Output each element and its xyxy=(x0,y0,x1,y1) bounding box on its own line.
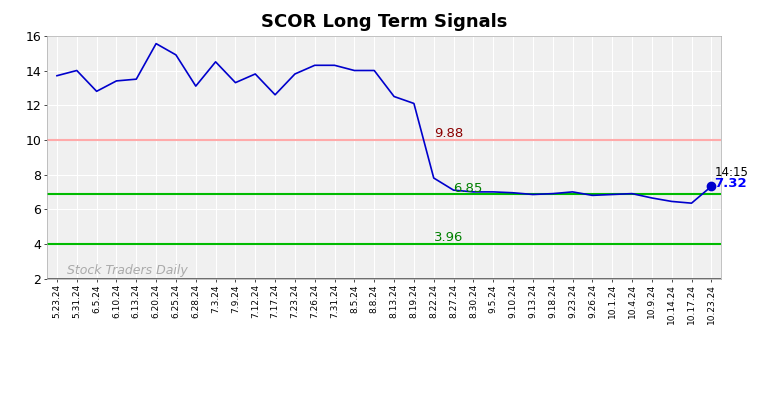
Text: 3.96: 3.96 xyxy=(434,231,463,244)
Text: 9.88: 9.88 xyxy=(434,127,463,140)
Text: 7.32: 7.32 xyxy=(714,177,747,190)
Text: 14:15: 14:15 xyxy=(714,166,748,179)
Title: SCOR Long Term Signals: SCOR Long Term Signals xyxy=(261,14,507,31)
Text: Stock Traders Daily: Stock Traders Daily xyxy=(67,264,187,277)
Text: 6.85: 6.85 xyxy=(454,182,483,195)
